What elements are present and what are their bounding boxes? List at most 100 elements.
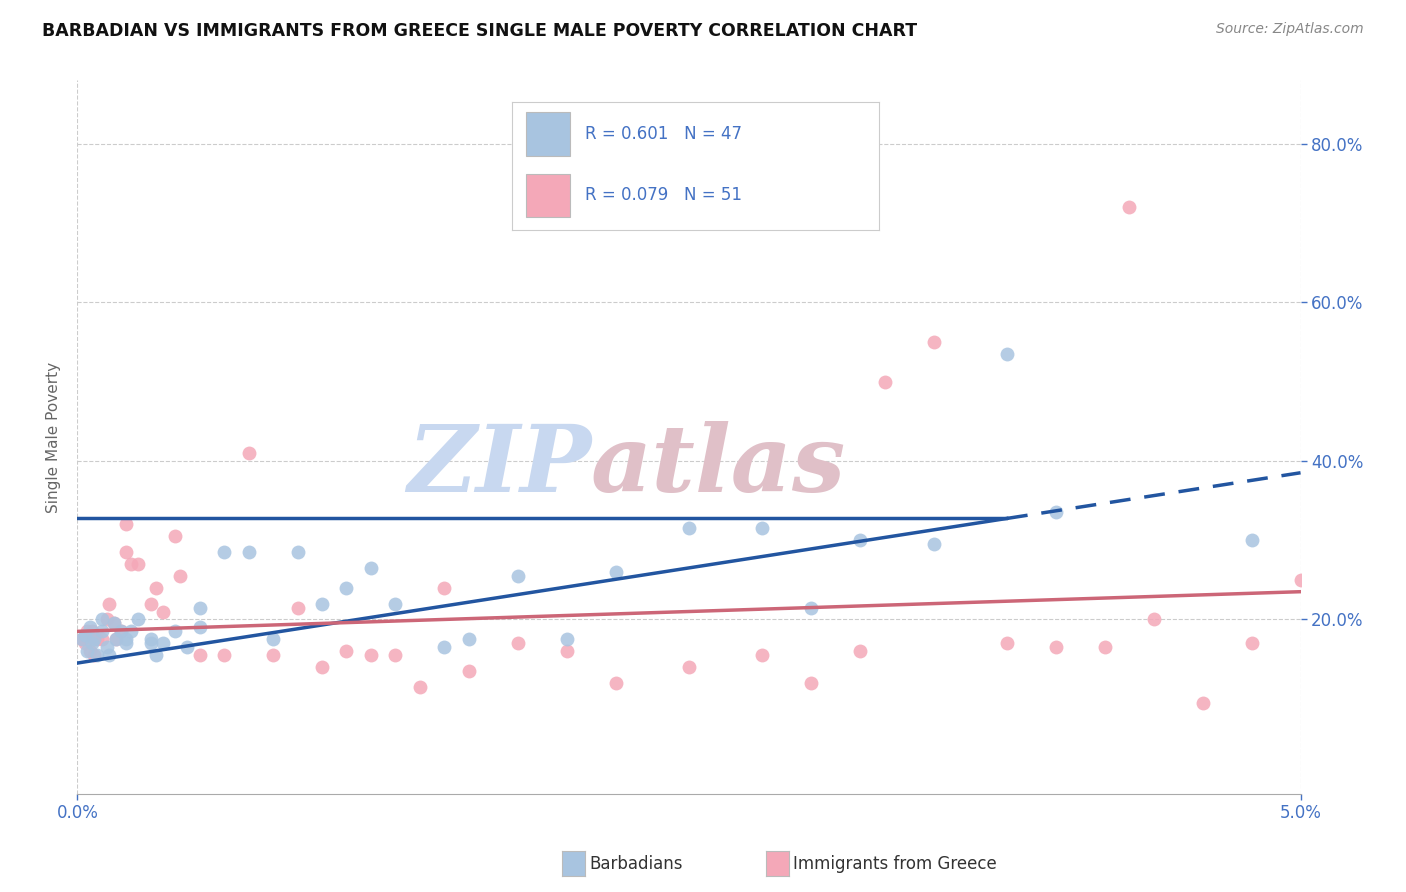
Point <box>86 632 108 647</box>
Text: BARBADIAN VS IMMIGRANTS FROM GREECE SINGLE MALE POVERTY CORRELATION CHART: BARBADIAN VS IMMIGRANTS FROM GREECE SING… <box>42 22 917 40</box>
Point <box>506 569 529 583</box>
Text: Barbadians: Barbadians <box>589 855 683 873</box>
Point <box>176 640 198 655</box>
Point <box>76 644 98 658</box>
Point <box>506 636 529 650</box>
Point <box>262 648 284 662</box>
Point <box>1143 612 1166 626</box>
Point <box>849 644 872 658</box>
Point <box>90 632 112 647</box>
Point <box>1118 200 1140 214</box>
Point <box>70 632 93 647</box>
Point <box>110 624 132 639</box>
Point <box>287 600 309 615</box>
Point <box>555 644 578 658</box>
Point <box>188 648 211 662</box>
Point <box>335 581 357 595</box>
Point <box>311 597 333 611</box>
Point <box>80 636 103 650</box>
Point <box>76 624 98 639</box>
Point <box>115 545 138 559</box>
Point <box>335 644 357 658</box>
Point <box>110 624 132 639</box>
Point <box>165 529 187 543</box>
Point <box>555 632 578 647</box>
Y-axis label: Single Male Poverty: Single Male Poverty <box>46 361 62 513</box>
Point <box>105 632 128 647</box>
Point <box>384 648 406 662</box>
Point <box>678 660 700 674</box>
Point <box>115 517 138 532</box>
Point <box>238 545 260 559</box>
Point <box>139 636 162 650</box>
Point <box>1094 640 1116 655</box>
Point <box>800 676 823 690</box>
Point <box>1289 573 1312 587</box>
Point <box>409 680 432 694</box>
Point <box>70 632 93 647</box>
Point <box>73 628 96 642</box>
Point <box>120 557 142 571</box>
Point <box>90 624 112 639</box>
Point <box>922 537 945 551</box>
Point <box>165 624 187 639</box>
Point <box>457 664 479 678</box>
Point <box>79 620 101 634</box>
Point <box>103 616 125 631</box>
Point <box>751 521 773 535</box>
Point <box>433 640 456 655</box>
Point <box>86 648 108 662</box>
Text: ZIP: ZIP <box>406 421 591 510</box>
Point <box>145 581 167 595</box>
Text: Source: ZipAtlas.com: Source: ZipAtlas.com <box>1216 22 1364 37</box>
Point <box>384 597 406 611</box>
Point <box>145 648 167 662</box>
Point <box>238 446 260 460</box>
Point <box>98 648 121 662</box>
Point <box>995 636 1018 650</box>
Point <box>262 632 284 647</box>
Point <box>1045 640 1067 655</box>
Point <box>360 648 382 662</box>
Point <box>751 648 773 662</box>
Point <box>1240 636 1263 650</box>
Point <box>605 676 627 690</box>
Point <box>128 612 150 626</box>
Point <box>80 624 103 639</box>
Point <box>311 660 333 674</box>
Point <box>128 557 150 571</box>
Point <box>1191 696 1213 710</box>
Point <box>1045 505 1067 519</box>
Point <box>873 375 896 389</box>
Point <box>79 644 101 658</box>
Point <box>287 545 309 559</box>
Point <box>922 334 945 349</box>
Point <box>457 632 479 647</box>
Point <box>605 565 627 579</box>
Point <box>849 533 872 548</box>
Point <box>212 545 235 559</box>
Text: Immigrants from Greece: Immigrants from Greece <box>793 855 997 873</box>
Point <box>433 581 456 595</box>
Point <box>188 600 211 615</box>
Point <box>96 640 118 655</box>
Point <box>96 612 118 626</box>
Point <box>188 620 211 634</box>
Point <box>139 632 162 647</box>
Point <box>360 561 382 575</box>
Point <box>103 616 125 631</box>
Point <box>800 600 823 615</box>
Point <box>995 347 1018 361</box>
Point <box>73 636 96 650</box>
Point <box>152 605 174 619</box>
Text: atlas: atlas <box>591 421 846 510</box>
Point <box>120 624 142 639</box>
Point <box>90 612 112 626</box>
Point <box>678 521 700 535</box>
Point <box>212 648 235 662</box>
Point <box>169 569 191 583</box>
Point <box>115 636 138 650</box>
Point <box>139 597 162 611</box>
Point <box>1240 533 1263 548</box>
Point <box>152 636 174 650</box>
